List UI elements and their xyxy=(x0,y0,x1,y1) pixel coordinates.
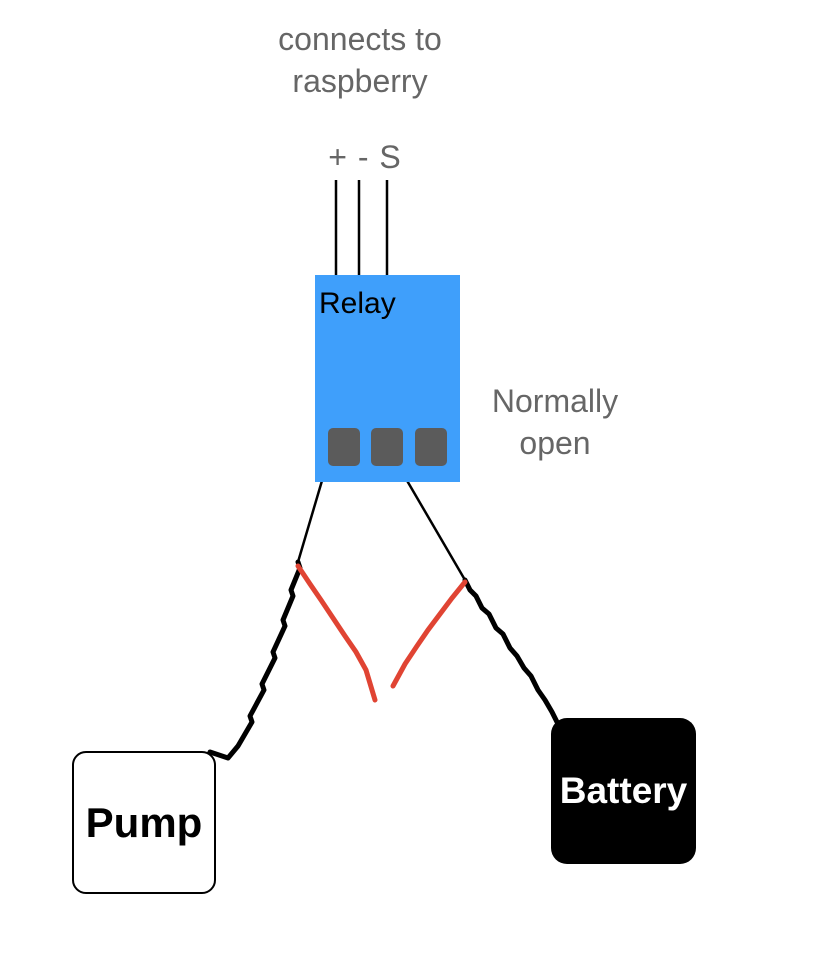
pump-wire-lower xyxy=(207,559,303,761)
pump-box: Pump xyxy=(72,751,216,894)
contact-note-line1: Normally xyxy=(491,383,619,419)
relay-terminal-middle xyxy=(371,428,403,466)
battery-label: Battery xyxy=(559,770,688,811)
open-contact-left-line xyxy=(295,563,378,703)
battery-wire-lower xyxy=(462,577,560,725)
open-contact-right-line xyxy=(390,579,468,689)
pump-label: Pump xyxy=(85,798,203,846)
relay-pin-labels: + - S xyxy=(328,139,402,175)
relay-module: Relay xyxy=(315,275,460,482)
relay-terminal-right xyxy=(415,428,447,466)
relay-terminal-left xyxy=(328,428,360,466)
relay-label: Relay xyxy=(319,287,396,320)
contact-note-line2: open xyxy=(519,425,591,461)
connection-note-line2: raspberry xyxy=(292,63,428,99)
connection-note-line1: connects to xyxy=(278,21,442,57)
battery-box: Battery xyxy=(551,718,696,864)
